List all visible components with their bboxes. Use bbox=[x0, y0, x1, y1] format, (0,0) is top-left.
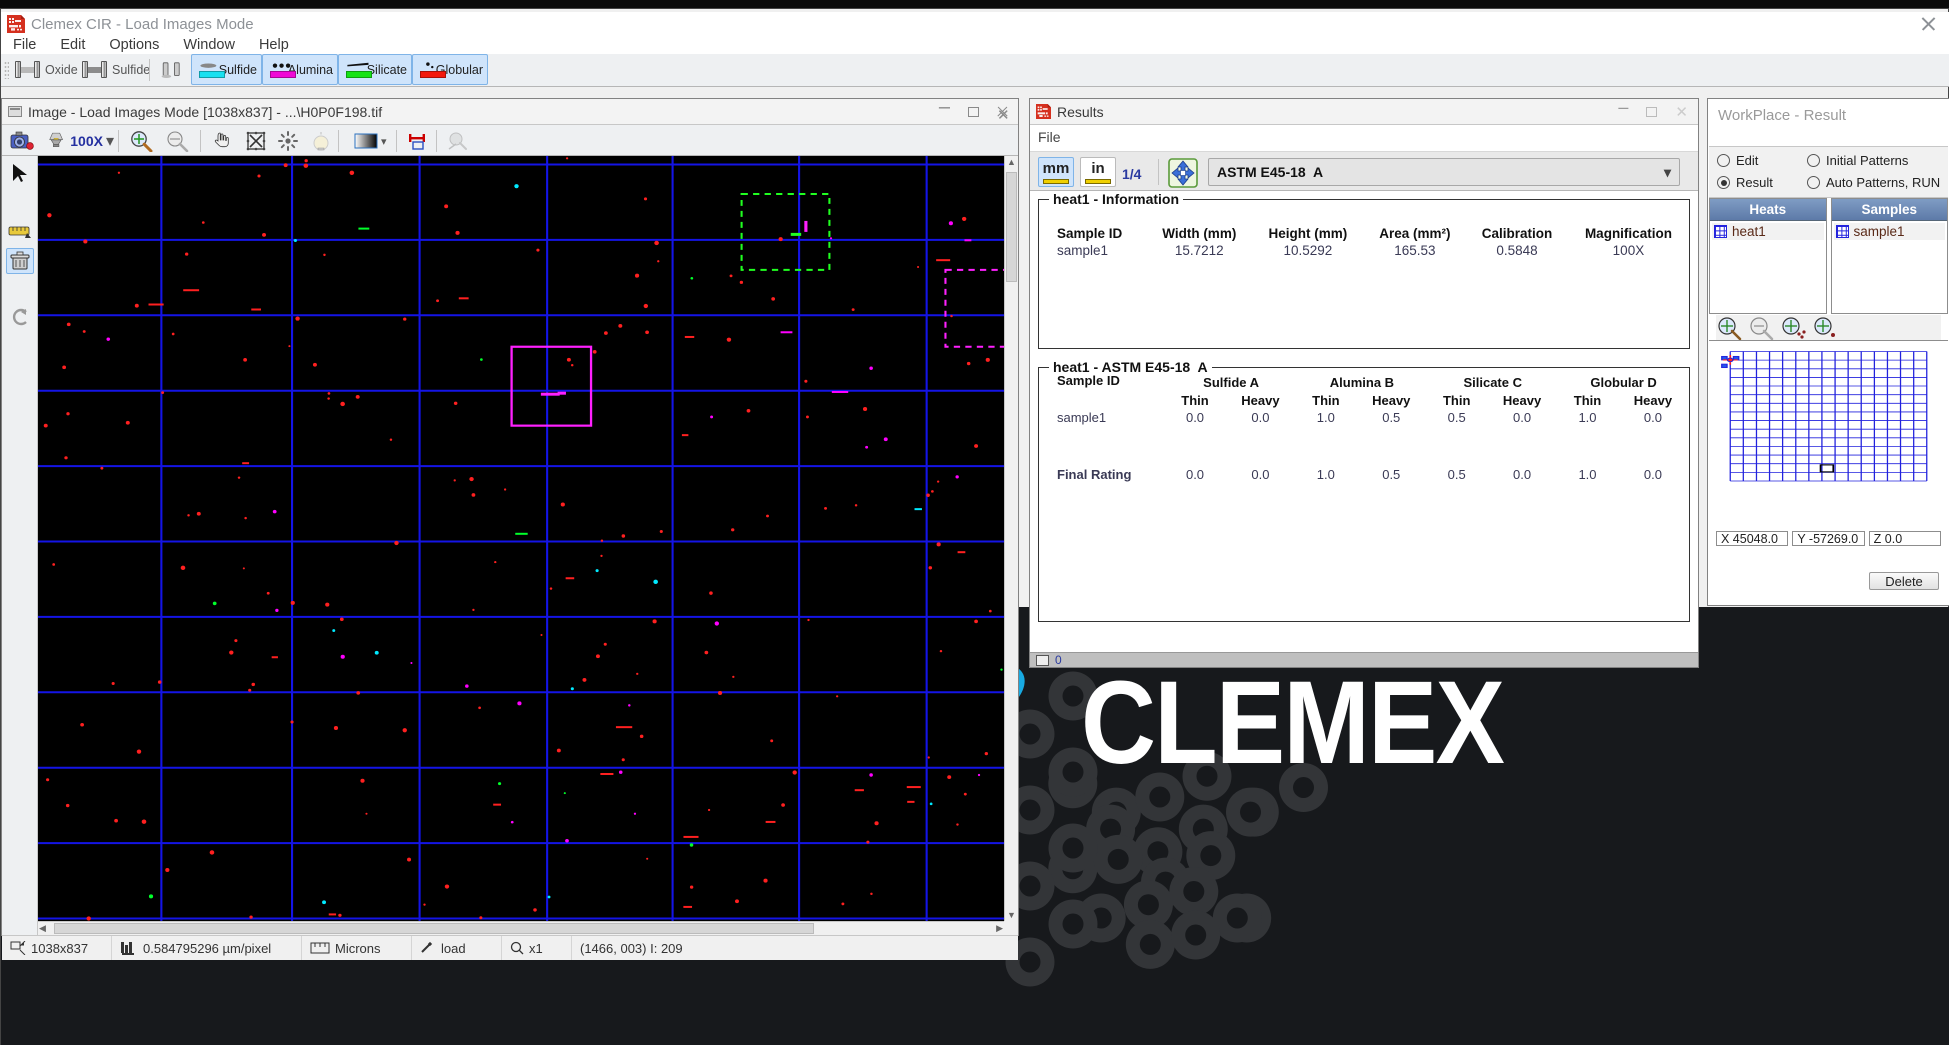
svg-text:▾: ▾ bbox=[381, 136, 387, 148]
